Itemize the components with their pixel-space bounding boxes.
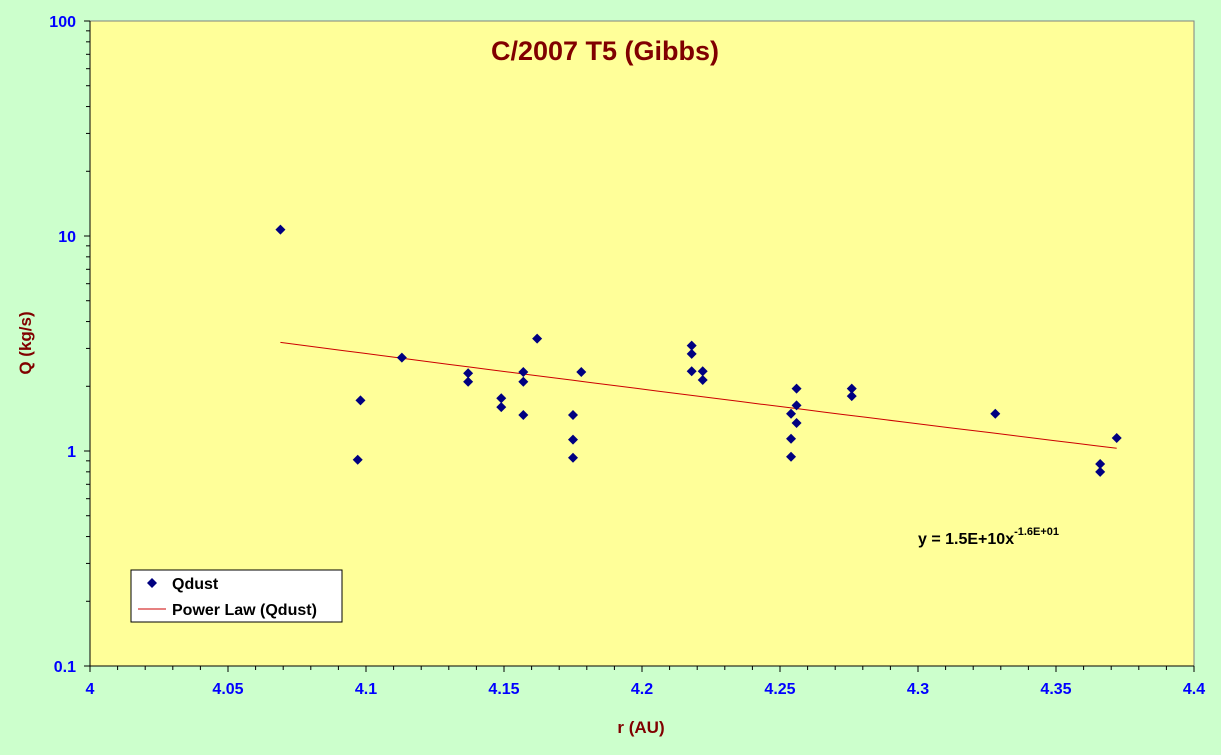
- axes: 4 4.05 4.1 4.15 4.2 4.25 4.3 4.35 4.4 0.1 1 10 100: [49, 14, 1205, 698]
- equation-exponent: -1.6E+01: [1014, 526, 1059, 538]
- data-point: [697, 366, 708, 377]
- data-point: [791, 400, 802, 411]
- data-point: [786, 433, 797, 444]
- data-point: [568, 434, 578, 445]
- data-point: [518, 410, 529, 421]
- data-point: [791, 383, 802, 394]
- data-point: [275, 224, 286, 235]
- data-point: [1111, 432, 1122, 443]
- series-layer: [275, 224, 1122, 477]
- y-tick-label: 1: [67, 444, 76, 461]
- trendline-power-law: [280, 341, 1117, 449]
- x-tick-label: 4.3: [907, 681, 929, 698]
- legend-label-qdust: Qdust: [172, 576, 219, 593]
- data-point: [568, 410, 578, 421]
- data-point: [496, 402, 507, 413]
- data-point: [576, 367, 587, 378]
- data-point: [518, 376, 529, 387]
- data-point: [532, 333, 543, 344]
- data-point: [786, 408, 797, 419]
- data-point: [697, 374, 708, 385]
- data-point: [396, 352, 407, 363]
- data-point: [463, 376, 474, 387]
- x-tick-label: 4.4: [1183, 681, 1205, 698]
- y-tick-label: 10: [58, 229, 76, 246]
- data-point: [518, 367, 529, 378]
- chart-title: C/2007 T5 (Gibbs): [491, 36, 719, 66]
- data-point: [686, 340, 697, 351]
- data-point: [568, 452, 578, 463]
- data-point: [352, 454, 363, 465]
- legend-label-power-law: Power Law (Qdust): [172, 602, 317, 619]
- legend-marker-qdust: [147, 578, 157, 588]
- legend-box: [130, 569, 343, 623]
- x-tick-label: 4.15: [488, 681, 519, 698]
- trendline-equation: y = 1.5E+10x-1.6E+01: [918, 526, 1059, 548]
- x-tick-label: 4: [86, 681, 95, 698]
- y-tick-label: 0.1: [54, 659, 76, 676]
- x-tick-label: 4.2: [631, 681, 653, 698]
- y-axis-label: Q (kg/s): [16, 311, 35, 374]
- legend: Qdust Power Law (Qdust): [130, 569, 343, 623]
- plot-area: [89, 20, 1195, 667]
- data-point: [1095, 459, 1106, 470]
- data-point: [686, 348, 697, 359]
- x-tick-label: 4.35: [1040, 681, 1071, 698]
- data-point: [463, 368, 474, 379]
- x-axis-label: r (AU): [617, 718, 664, 737]
- data-point: [686, 366, 697, 377]
- equation-main: y = 1.5E+10x: [918, 531, 1014, 548]
- data-point: [846, 391, 857, 402]
- x-tick-label: 4.1: [355, 681, 377, 698]
- data-point: [791, 417, 802, 428]
- y-tick-label: 100: [49, 14, 76, 31]
- data-point: [1095, 466, 1106, 477]
- data-point: [846, 383, 857, 394]
- x-tick-label: 4.05: [212, 681, 243, 698]
- data-point: [355, 395, 366, 406]
- x-tick-label: 4.25: [764, 681, 795, 698]
- data-point: [786, 451, 797, 462]
- data-point: [990, 408, 1001, 419]
- data-point: [496, 393, 507, 404]
